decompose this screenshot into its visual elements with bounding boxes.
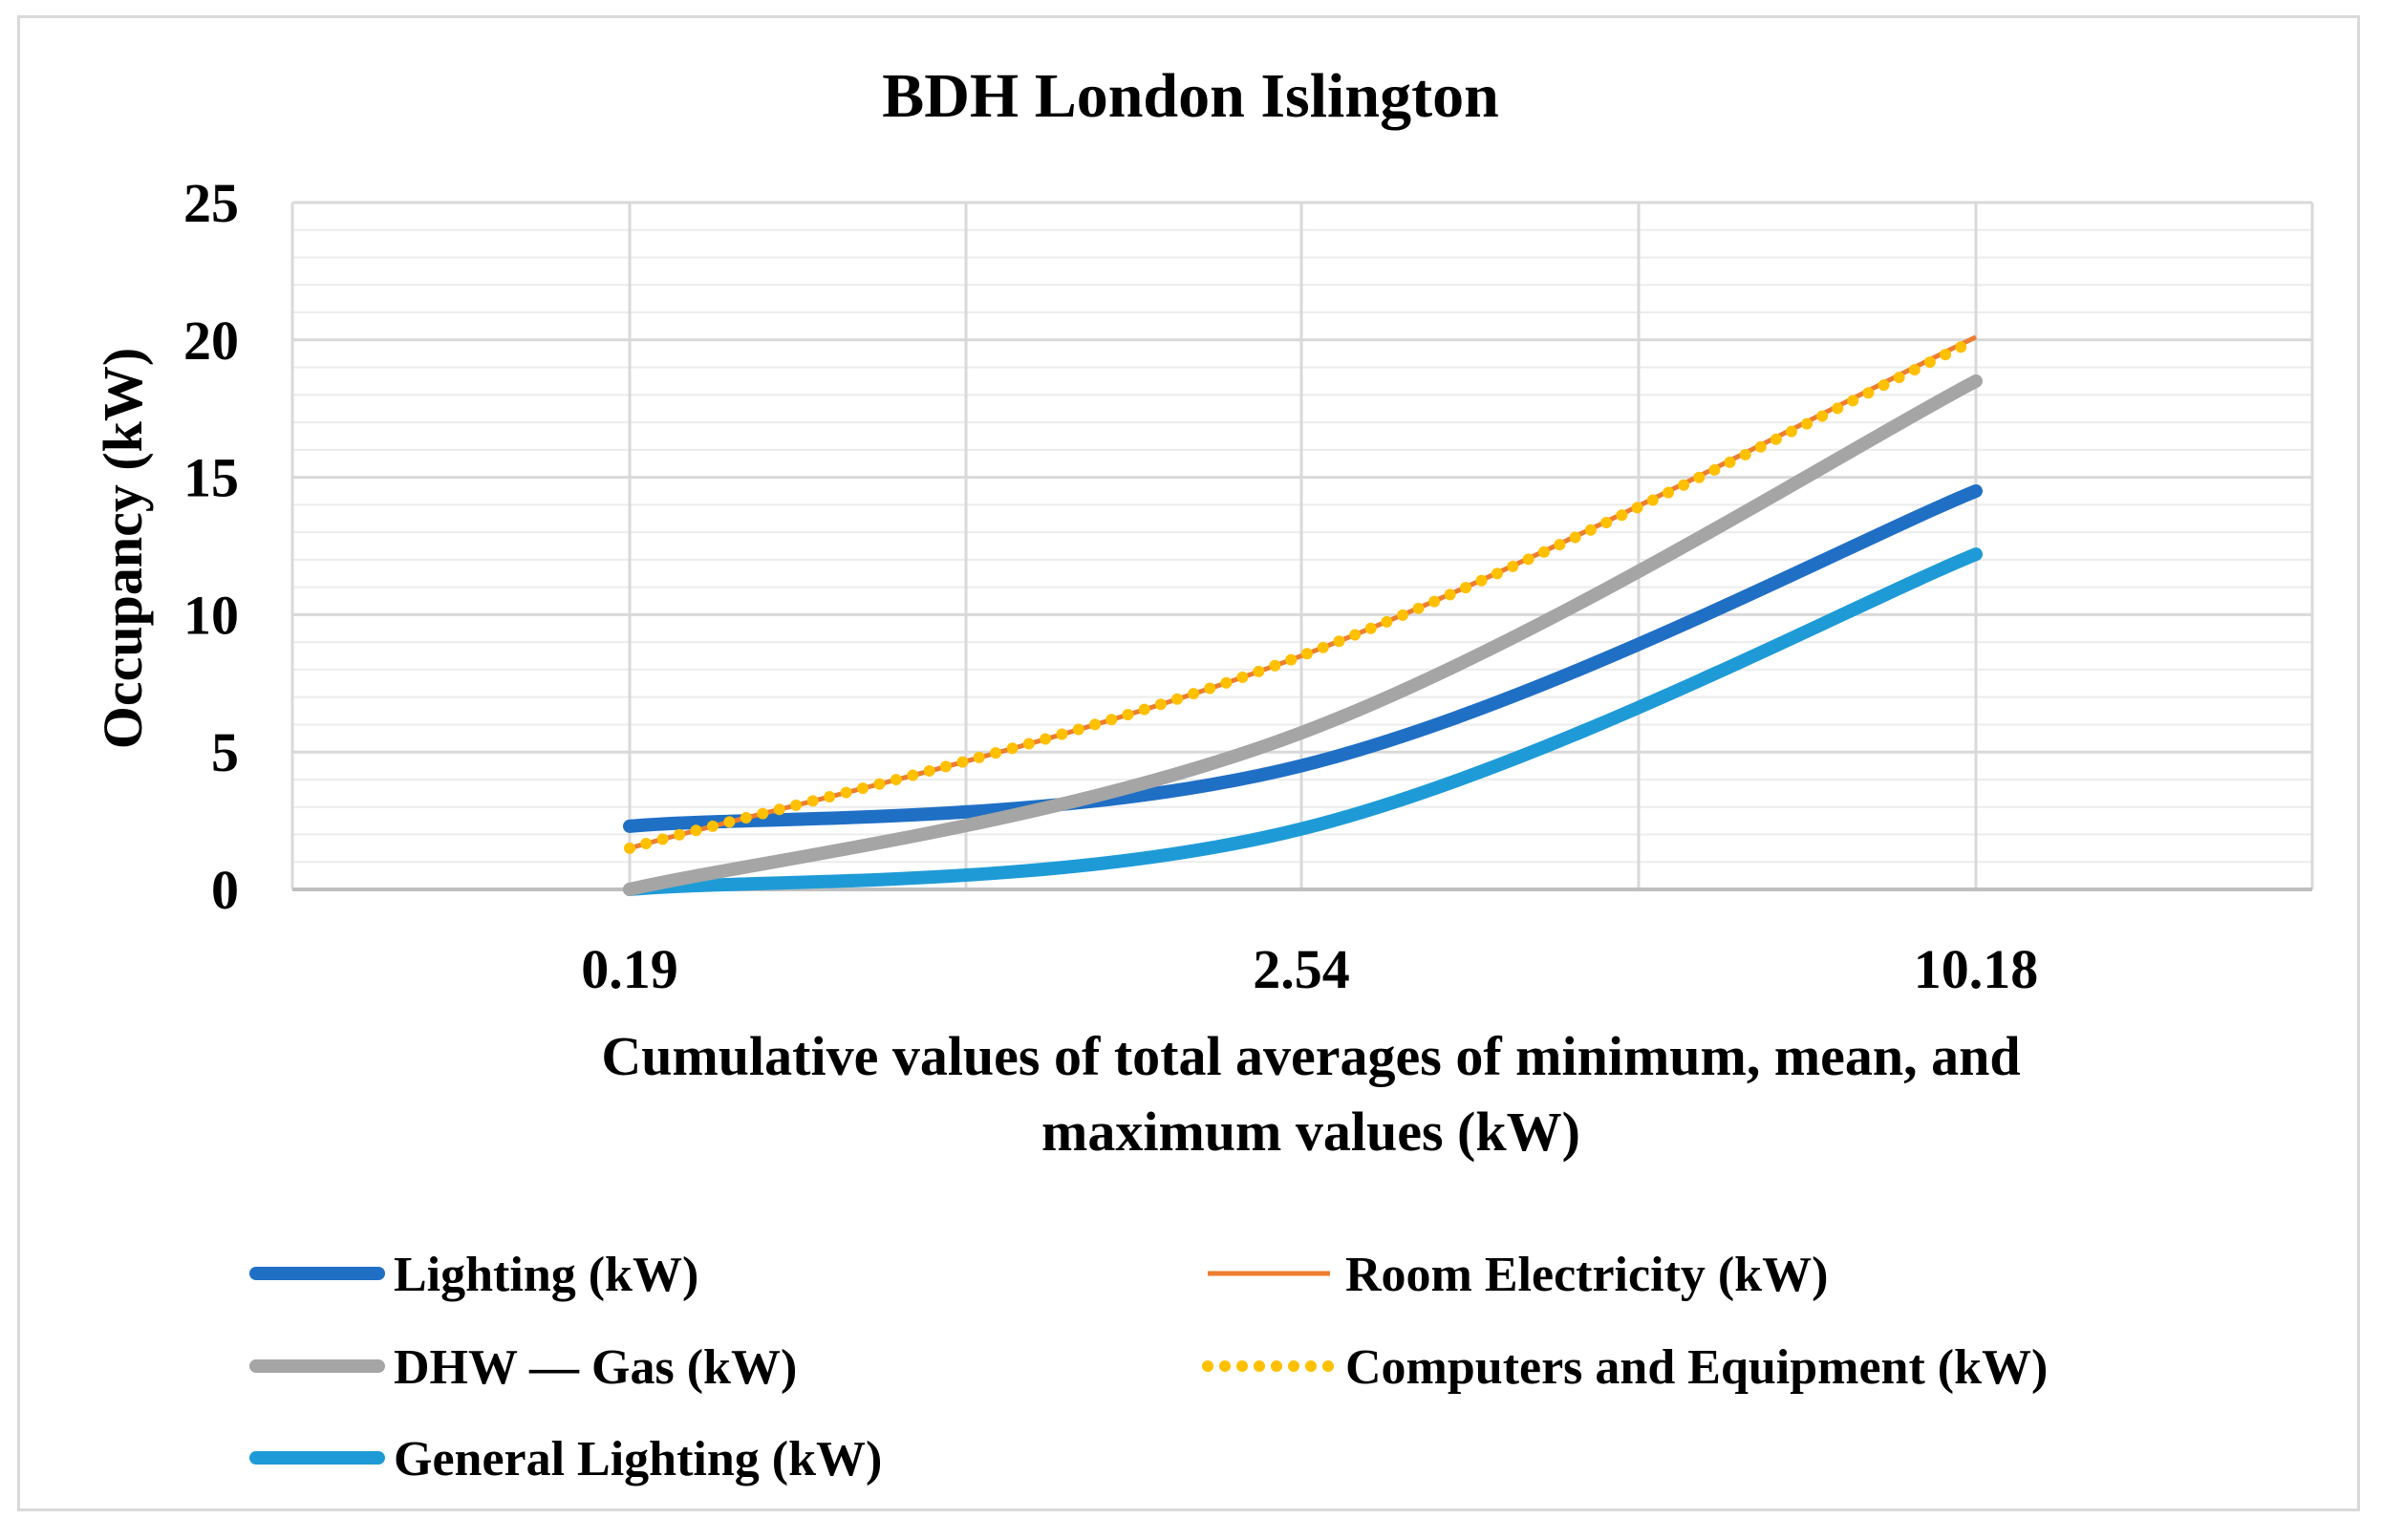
y-tick-label: 20 — [183, 310, 239, 372]
x-axis-ticks: 0.19 2.54 10.18 — [581, 938, 2038, 1000]
series-line-dhw-gas-kw — [623, 374, 1983, 896]
y-tick-label: 25 — [183, 172, 239, 234]
x-tick-label: 10.18 — [1914, 938, 2039, 1000]
series-lines — [623, 333, 1983, 896]
x-axis-label-line-2: maximum values (kW) — [1041, 1101, 1580, 1163]
series-line-lighting-kw — [623, 483, 1983, 833]
legend-label-computers-and-equipment-kw: Computers and Equipment (kW) — [1345, 1340, 2048, 1395]
chart-frame — [17, 15, 2360, 1511]
legend-label-dhw-gas-kw: DHW — Gas (kW) — [394, 1340, 797, 1395]
legend-label-general-lighting-kw: General Lighting (kW) — [394, 1432, 882, 1487]
x-axis-label-line-1: Cumulative values of total averages of m… — [601, 1025, 2020, 1087]
series-line-computers-and-equipment-kw — [624, 333, 1982, 854]
y-tick-label: 0 — [211, 859, 239, 921]
x-tick-label: 2.54 — [1253, 938, 1350, 1000]
y-tick-label: 5 — [211, 721, 239, 783]
legend-label-room-electricity-kw: Room Electricity (kW) — [1345, 1248, 1828, 1302]
y-tick-label: 15 — [183, 447, 239, 509]
y-axis-label: Occupancy (kW) — [92, 348, 154, 750]
x-tick-label: 0.19 — [581, 938, 678, 1000]
y-axis-ticks: 0 5 10 15 20 25 — [183, 172, 239, 921]
series-line-general-lighting-kw — [623, 547, 1983, 896]
chart-title: BDH London Islington — [882, 61, 1499, 131]
y-tick-label: 10 — [183, 584, 239, 646]
legend-label-lighting-kw: Lighting (kW) — [394, 1248, 698, 1302]
legend: Lighting (kW) Room Electricity (kW) DHW — … — [249, 1248, 2048, 1487]
gridlines — [290, 201, 2314, 891]
